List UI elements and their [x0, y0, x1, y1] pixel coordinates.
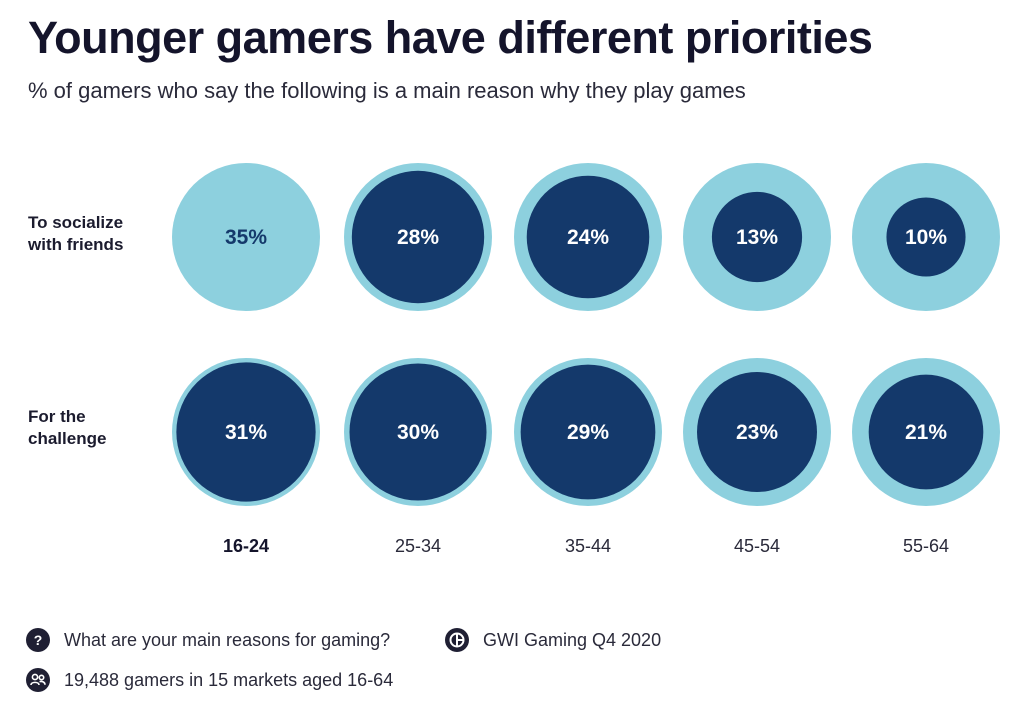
bubble-0-4: 10% [852, 163, 1000, 311]
category-label-45-54: 45-54 [734, 536, 780, 556]
value-label-0-1: 28% [397, 226, 439, 249]
bubble-0-3: 13% [683, 163, 831, 311]
footer-question-text: What are your main reasons for gaming? [64, 629, 391, 650]
svg-text:?: ? [34, 632, 43, 648]
bubble-outer-0-0 [172, 163, 320, 311]
value-label-0-0: 35% [225, 226, 267, 249]
bubble-inner-0-2 [526, 175, 650, 299]
bubble-chart: 35% 28% 24% 13% 10% 31% 30% 29% 23% 21% 16-24 25-34… [172, 163, 1000, 556]
bubble-1-1: 30% [344, 358, 492, 506]
row-label-socialize: To socialize with friends [28, 212, 168, 256]
footer-sample-text: 19,488 gamers in 15 markets aged 16-64 [64, 669, 394, 690]
bubble-inner-1-3 [697, 372, 817, 492]
footer-source-text: GWI Gaming Q4 2020 [483, 629, 662, 650]
category-label-35-44: 35-44 [565, 536, 611, 556]
bubble-1-4: 21% [852, 358, 1000, 506]
bubble-inner-1-4 [868, 374, 984, 490]
chart-subtitle: % of gamers who say the following is a m… [28, 78, 746, 103]
row-label-challenge: For the challenge [28, 406, 168, 450]
bubble-0-1: 28% [344, 163, 492, 311]
bubble-0-2: 24% [514, 163, 662, 311]
category-label-25-34: 25-34 [395, 536, 441, 556]
bubble-1-3: 23% [683, 358, 831, 506]
bubble-inner-1-1 [349, 363, 487, 501]
bubble-1-2: 29% [514, 358, 662, 506]
row-label-socialize-line1: To socialize [28, 213, 124, 232]
category-label-55-64: 55-64 [903, 536, 949, 556]
footer-source: GWI Gaming Q4 2020 [445, 628, 661, 652]
bubble-inner-0-3 [711, 191, 803, 283]
value-label-0-2: 24% [567, 226, 609, 249]
bubble-0-0: 35% [172, 163, 320, 311]
chart-title: Younger gamers have different priorities [28, 12, 873, 63]
row-label-challenge-line1: For the [28, 407, 86, 426]
value-label-1-2: 29% [567, 421, 609, 444]
value-label-0-3: 13% [736, 226, 778, 249]
category-label-16-24: 16-24 [223, 536, 269, 556]
value-label-1-3: 23% [736, 421, 778, 444]
bubble-inner-0-4 [886, 197, 966, 277]
bubble-inner-1-0 [176, 362, 316, 502]
bubble-inner-1-2 [520, 364, 656, 500]
value-label-1-1: 30% [397, 421, 439, 444]
people-icon [26, 668, 50, 692]
bubble-inner-0-1 [351, 170, 485, 304]
value-label-1-0: 31% [225, 421, 267, 444]
value-label-1-4: 21% [905, 421, 947, 444]
row-label-challenge-line2: challenge [28, 429, 107, 448]
footer-question: ? What are your main reasons for gaming? [26, 628, 390, 652]
bubble-1-0: 31% [172, 358, 320, 506]
row-label-socialize-line2: with friends [28, 235, 124, 254]
footer-sample: 19,488 gamers in 15 markets aged 16-64 [26, 668, 393, 692]
gwi-logo-icon [445, 628, 469, 652]
question-icon: ? [26, 628, 50, 652]
value-label-0-4: 10% [905, 226, 947, 249]
